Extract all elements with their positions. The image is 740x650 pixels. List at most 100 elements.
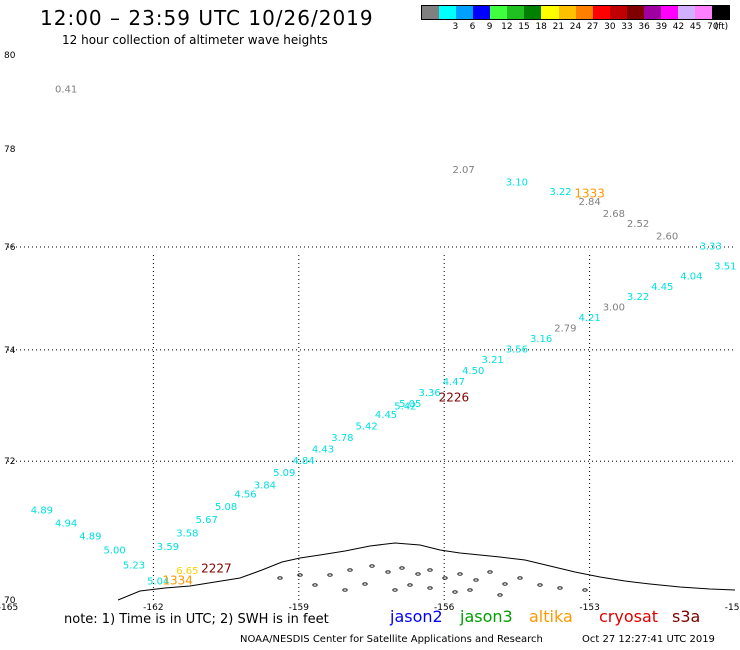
wave-height-label: 4.50 [462,366,484,377]
wave-height-label: 3.21 [482,355,504,366]
legend-label: 39 [655,22,668,32]
wave-height-label: 4.21 [578,313,600,324]
pass-time-label: 2227 [201,561,232,575]
legend-swatch [592,6,610,19]
wave-height-label: 4.94 [55,518,77,529]
latitude-tick-label: 78 [4,145,16,155]
coastal-lake [487,570,493,574]
wave-height-label: 3.59 [157,542,179,553]
wave-height-label: 2.79 [554,323,576,334]
wave-height-label: 3.84 [254,480,276,491]
legend-jason3: jason3 [460,607,513,626]
legend-label: 42 [672,22,685,32]
wave-height-label: 2.52 [627,219,649,230]
coastal-lake [385,570,391,574]
legend-swatch [439,6,457,19]
pass-time-label: 1333 [574,187,605,201]
wave-height-label: 5.08 [215,502,237,513]
wave-height-label: 3.22 [549,187,571,198]
wave-height-label: 3.10 [506,177,528,188]
legend-swatch [712,6,730,19]
wave-height-label: 2.68 [603,209,625,220]
legend-swatch [643,6,661,19]
latitude-tick-label: 80 [4,51,16,61]
wave-height-label: 4.43 [312,444,334,455]
wave-height-label: 3.16 [530,334,552,345]
wave-height-label: 0.41 [55,84,77,95]
wave-height-label: 3.78 [331,433,353,444]
latitude-tick-label: 72 [4,457,15,467]
longitude-tick-label: -150 [725,603,740,613]
coastal-lake [297,573,303,577]
wave-height-label: 3.33 [700,241,722,252]
legend-swatch [473,6,491,19]
color-legend: 3 6 9 12 15 18 21 24 27 30 33 36 39 42 45 70 (ft) [421,5,730,35]
longitude-tick-label: -165 [0,603,18,613]
wave-height-label: 4.84 [293,456,315,467]
legend-label: 21 [552,22,565,32]
coastal-lake [497,593,503,597]
wave-height-label: 2.84 [578,197,600,208]
legend-swatch [456,6,474,19]
wave-height-label: 3.36 [419,388,441,399]
legend-label: 12 [501,22,513,32]
legend-label: 33 [621,22,633,32]
wave-height-label: 5.00 [103,546,125,557]
coastal-lake [399,566,405,570]
legend-label: 70 [707,22,719,32]
wave-height-label: 5.67 [196,515,218,526]
coastal-lake [407,583,413,587]
legend-swatch [507,6,525,19]
legend-cryosat: cryosat [599,607,659,626]
wave-height-label: 4.45 [651,282,673,293]
wave-height-label: 3.22 [627,292,649,303]
legend-label: 24 [569,22,582,32]
wave-height-label: 4.04 [680,272,702,283]
pass-time-label: 1334 [162,574,193,588]
coastal-lake [392,588,398,592]
map-title: 12:00 – 23:59 UTC 10/26/2019 [40,6,374,30]
coastal-lake [582,588,588,592]
latitude-tick-label: 74 [4,346,16,356]
coastal-lake [277,576,283,580]
legend-altika: altika [529,607,573,626]
wave-height-label: 5.09 [273,468,295,479]
longitude-tick-label: -156 [434,603,455,613]
legend-labels: 3 6 9 12 15 18 21 24 27 30 33 36 39 42 45 70 (ft) [421,20,730,34]
coastal-lake [537,583,543,587]
legend-swatch [575,6,593,19]
coastal-lake [362,582,368,586]
coastal-lake [452,590,458,594]
legend-swatch [541,6,559,19]
legend-swatch [695,6,713,19]
legend-label: 9 [486,22,493,32]
legend-label: 27 [586,22,599,32]
legend-swatch [422,6,440,19]
pass-time-label: 2226 [439,390,470,404]
legend-label: 15 [518,22,530,32]
legend-label: 6 [469,22,476,32]
longitude-tick-label: -159 [289,603,310,613]
wave-height-label: 2.60 [656,231,678,242]
generated-timestamp: Oct 27 12:27:41 UTC 2019 [582,634,715,645]
legend-jason2: jason2 [390,607,443,626]
legend-label: 45 [689,22,702,32]
coastal-lake [473,578,479,582]
legend-swatch [558,6,576,19]
coastal-lake [427,586,433,590]
legend-swatch [490,6,508,19]
wave-height-label: 2.07 [452,165,474,176]
legend-label: 30 [604,22,616,32]
wave-height-label: 5.23 [123,560,145,571]
wave-height-label: 3.58 [176,528,198,539]
wave-height-label: 4.89 [79,532,101,543]
legend-label: 18 [535,22,547,32]
legend-s3a: s3a [672,607,701,626]
wave-height-label: 3.00 [603,303,625,314]
wave-height-label: 3.56 [506,345,528,356]
coastline [117,542,736,601]
coastal-lake [415,572,421,576]
coastal-lake [442,576,448,580]
wave-height-label: 3.51 [714,262,736,273]
